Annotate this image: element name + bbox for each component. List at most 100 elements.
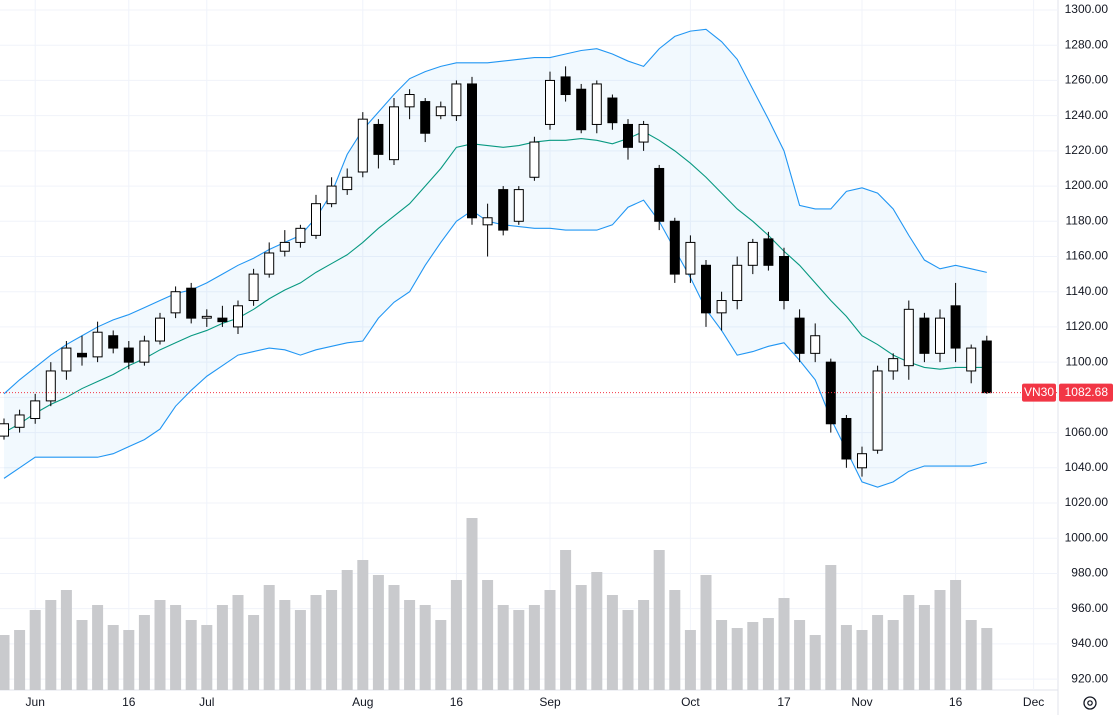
- volume-bar: [450, 580, 462, 690]
- y-tick-label: 1120.00: [1066, 319, 1109, 333]
- volume-bar: [825, 565, 837, 690]
- volume-bar: [918, 605, 930, 690]
- candle-body: [233, 305, 243, 328]
- volume-bar: [544, 590, 556, 690]
- volume-bar: [404, 600, 416, 690]
- last-price-tag: [1059, 383, 1113, 402]
- volume-bar: [809, 635, 821, 690]
- volume-bar: [326, 590, 338, 690]
- candle-body: [45, 370, 56, 402]
- candle-body: [357, 118, 368, 173]
- candle-body: [186, 287, 197, 319]
- candle-body: [732, 264, 743, 302]
- candle-body: [123, 347, 134, 363]
- y-tick-label: 1140.00: [1066, 284, 1109, 298]
- candle-body: [919, 317, 930, 354]
- candle-body: [872, 370, 883, 451]
- volume-bar: [60, 590, 72, 690]
- volume-bar: [575, 585, 587, 690]
- lower-band: [3, 199, 987, 488]
- candle-body: [545, 79, 555, 125]
- x-tick-label: Dec: [1023, 695, 1044, 709]
- volume-bar: [684, 630, 696, 690]
- volume-bar: [981, 628, 993, 690]
- symbol-label: VN30: [1024, 385, 1054, 399]
- volume-bar: [138, 615, 150, 690]
- y-tick-label: 1280.00: [1065, 37, 1109, 51]
- volume-bar: [731, 628, 743, 690]
- volume-bar: [528, 605, 540, 690]
- candle-body: [779, 256, 789, 302]
- settings-icon[interactable]: [1083, 696, 1097, 710]
- x-tick-label: Sep: [539, 695, 561, 709]
- volume-bar: [388, 585, 400, 690]
- candle-body: [14, 414, 25, 428]
- candle-body: [576, 88, 587, 131]
- candle-body: [326, 185, 337, 205]
- candle-body: [451, 83, 462, 117]
- volume-bar: [372, 575, 384, 690]
- y-tick-label: 1200.00: [1065, 178, 1109, 192]
- volume-bar: [747, 622, 759, 690]
- volume-bar: [357, 560, 369, 690]
- last-price-label: 1082.68: [1065, 385, 1109, 399]
- candle-body: [560, 76, 571, 96]
- volume-bar: [700, 575, 712, 690]
- volume-bar: [466, 518, 478, 690]
- candle-body: [92, 331, 103, 358]
- volume-bar: [591, 572, 603, 690]
- candle-body: [311, 203, 321, 236]
- volume-bar: [92, 605, 104, 690]
- candle-body: [701, 264, 711, 314]
- volume-bar: [622, 610, 634, 690]
- volume-bar: [669, 590, 681, 690]
- volume-bar: [560, 550, 572, 690]
- candle-body: [654, 167, 665, 222]
- volume-bar: [107, 625, 119, 690]
- volume-bar: [762, 618, 774, 690]
- candle-body: [482, 217, 493, 226]
- settings-icon-ring: [1083, 696, 1097, 710]
- x-tick-label: 16: [450, 695, 464, 709]
- y-tick-label: 1220.00: [1065, 143, 1109, 157]
- settings-icon-core: [1087, 700, 1093, 706]
- candle-body: [389, 106, 399, 161]
- candle-body: [373, 123, 384, 155]
- volume-bar: [185, 620, 197, 690]
- candle-body: [607, 97, 618, 124]
- candle-body: [623, 123, 633, 148]
- candle-body: [77, 352, 87, 358]
- candle-body: [513, 189, 524, 222]
- volume-bar: [934, 590, 946, 690]
- band-fill: [4, 29, 987, 488]
- y-tick-label: 980.00: [1071, 566, 1108, 580]
- candles: [0, 66, 992, 477]
- candle-body: [935, 317, 945, 354]
- candle-body: [747, 241, 758, 266]
- candle-body: [61, 347, 72, 372]
- volume-bar: [513, 610, 525, 690]
- candle-body: [825, 361, 836, 425]
- candle-body: [498, 189, 509, 231]
- volume-bar: [14, 630, 26, 690]
- volume-bar: [310, 595, 322, 690]
- candle-body: [108, 335, 119, 349]
- volume-bar: [606, 595, 618, 690]
- candle-body: [763, 238, 774, 266]
- candle-body: [981, 340, 992, 394]
- candle-body: [685, 241, 696, 275]
- volume-bar: [903, 595, 915, 690]
- y-tick-label: 960.00: [1071, 601, 1108, 615]
- volume-bar: [232, 595, 244, 690]
- candle-body: [155, 317, 165, 342]
- volume-bar: [123, 630, 135, 690]
- candle-body: [888, 358, 899, 372]
- candle-body: [529, 141, 540, 178]
- middle-band: [3, 130, 987, 434]
- candle-body: [248, 273, 259, 302]
- y-tick-label: 1040.00: [1065, 460, 1109, 474]
- x-tick-label: 16: [949, 695, 963, 709]
- candle-body: [342, 176, 353, 191]
